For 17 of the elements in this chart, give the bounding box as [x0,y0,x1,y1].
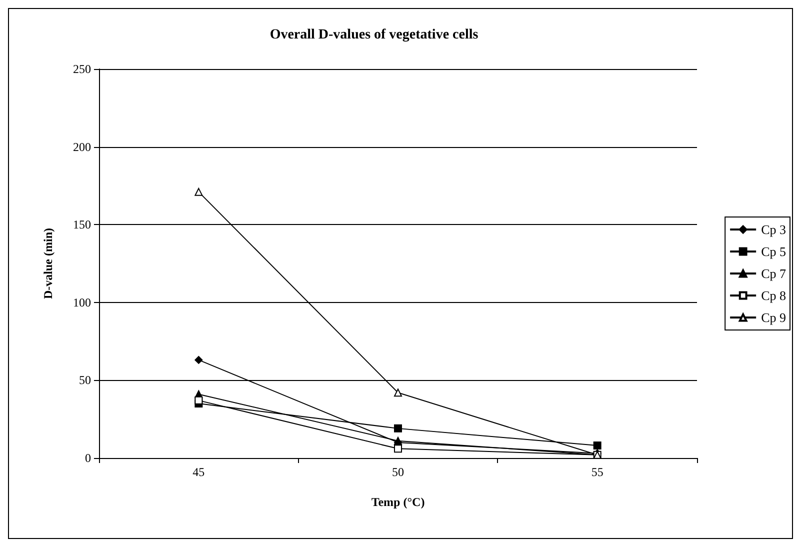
y-tick-label: 0 [85,451,91,465]
legend-label: Cp 3 [761,222,786,237]
legend-label: Cp 5 [761,244,786,259]
chart-title: Overall D-values of vegetative cells [270,28,479,42]
y-tick-label: 100 [73,295,91,310]
y-tick-label: 200 [73,140,91,154]
x-axis-title: Temp (°C) [371,495,425,509]
legend-label: Cp 7 [761,266,786,281]
y-tick-label: 250 [73,62,91,76]
y-tick-label: 50 [79,373,91,388]
x-tick-label: 45 [192,465,205,479]
legend-label: Cp 8 [761,288,786,303]
x-tick-label: 50 [392,465,404,479]
y-axis-title: D-value (min) [41,228,55,299]
y-tick-label: 150 [73,218,91,232]
x-tick-label: 55 [591,465,604,479]
legend-label: Cp 9 [761,310,786,325]
